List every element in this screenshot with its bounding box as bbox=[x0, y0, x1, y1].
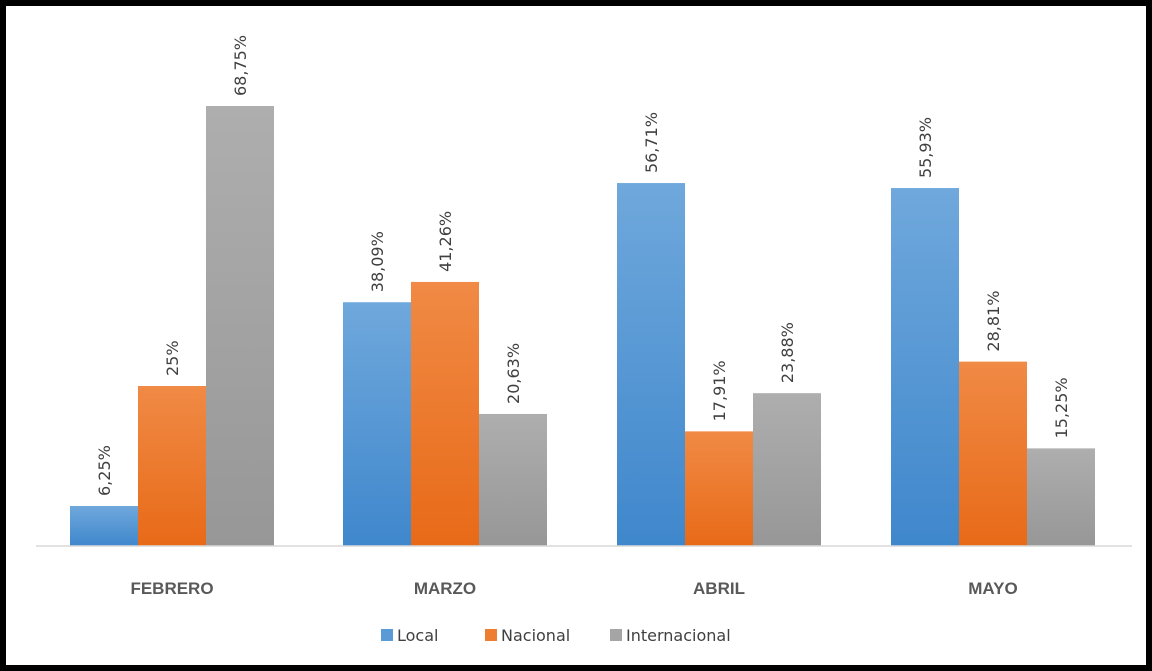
data-label-nacional-marzo: 41,26% bbox=[436, 211, 455, 272]
bar-local-mayo bbox=[891, 188, 959, 546]
category-label-febrero: FEBRERO bbox=[130, 579, 213, 598]
category-labels: FEBRERO MARZO ABRIL MAYO bbox=[130, 579, 1017, 598]
bars-group: 6,25% 25% 68,75% 38,09% 41,26% 20,63% 56,71% 17… bbox=[70, 35, 1095, 546]
category-label-marzo: MARZO bbox=[414, 579, 476, 598]
legend: Local Nacional Internacional bbox=[381, 626, 731, 645]
data-label-internacional-marzo: 20,63% bbox=[504, 343, 523, 404]
data-label-nacional-abril: 17,91% bbox=[710, 360, 729, 421]
data-label-nacional-mayo: 28,81% bbox=[984, 291, 1003, 352]
data-label-nacional-febrero: 25% bbox=[163, 340, 182, 376]
data-label-internacional-abril: 23,88% bbox=[778, 322, 797, 383]
bar-internacional-mayo bbox=[1027, 448, 1095, 546]
bar-nacional-abril bbox=[685, 431, 753, 546]
data-label-local-mayo: 55,93% bbox=[916, 117, 935, 178]
bar-local-marzo bbox=[343, 302, 411, 546]
data-label-local-abril: 56,71% bbox=[642, 112, 661, 173]
legend-swatch-internacional bbox=[610, 629, 622, 641]
legend-swatch-nacional bbox=[485, 629, 497, 641]
bar-local-abril bbox=[617, 183, 685, 546]
category-label-abril: ABRIL bbox=[693, 579, 745, 598]
bar-internacional-abril bbox=[753, 393, 821, 546]
legend-label-internacional: Internacional bbox=[626, 626, 731, 645]
bar-nacional-marzo bbox=[411, 281, 479, 546]
category-label-mayo: MAYO bbox=[968, 579, 1017, 598]
legend-label-nacional: Nacional bbox=[501, 626, 570, 645]
legend-label-local: Local bbox=[397, 626, 438, 645]
data-label-internacional-febrero: 68,75% bbox=[231, 35, 250, 96]
bar-internacional-marzo bbox=[479, 413, 547, 546]
bar-nacional-febrero bbox=[138, 386, 206, 546]
data-label-local-marzo: 38,09% bbox=[368, 231, 387, 292]
bar-nacional-mayo bbox=[959, 361, 1027, 546]
bar-internacional-febrero bbox=[206, 106, 274, 546]
data-label-internacional-mayo: 15,25% bbox=[1052, 377, 1071, 438]
bar-local-febrero bbox=[70, 506, 138, 546]
data-label-local-febrero: 6,25% bbox=[95, 445, 114, 496]
legend-swatch-local bbox=[381, 629, 393, 641]
